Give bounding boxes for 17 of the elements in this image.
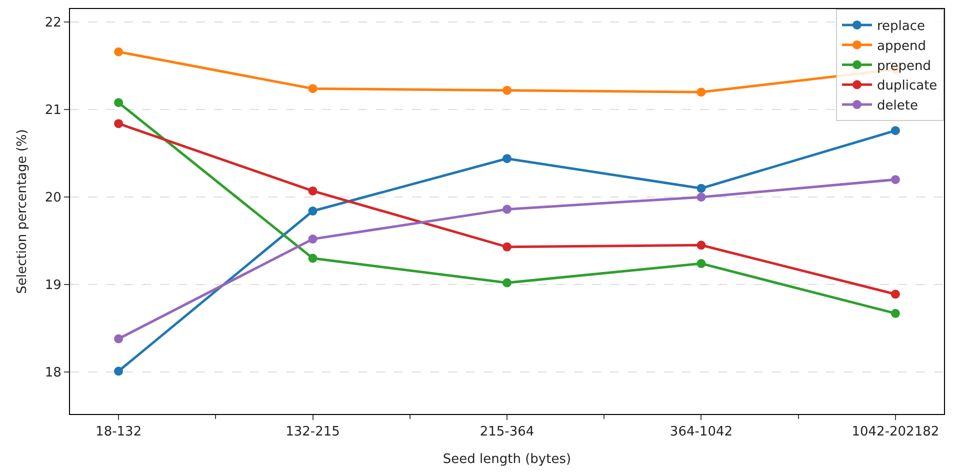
y-tick-label: 20 [44, 190, 62, 206]
legend-label: replace [877, 19, 926, 34]
x-tick-label: 1042-202182 [852, 424, 940, 440]
x-tick-label: 18-132 [96, 424, 142, 440]
y-tick-label: 18 [44, 366, 62, 381]
y-tick-label: 21 [44, 103, 62, 118]
x-tick-label: 132-215 [286, 424, 340, 440]
legend-label: duplicate [877, 78, 938, 94]
y-tick-label: 19 [44, 278, 62, 294]
y-tick-label: 22 [44, 16, 62, 31]
legend-label: delete [877, 98, 918, 114]
x-axis-title: Seed length (bytes) [442, 452, 572, 468]
x-tick-label: 215-364 [480, 424, 534, 440]
legend-label: append [877, 38, 926, 54]
legend-label: prepend [877, 58, 932, 74]
y-axis-title: Selection percentage (%) [14, 129, 30, 294]
x-tick-label: 364-1042 [670, 424, 733, 440]
